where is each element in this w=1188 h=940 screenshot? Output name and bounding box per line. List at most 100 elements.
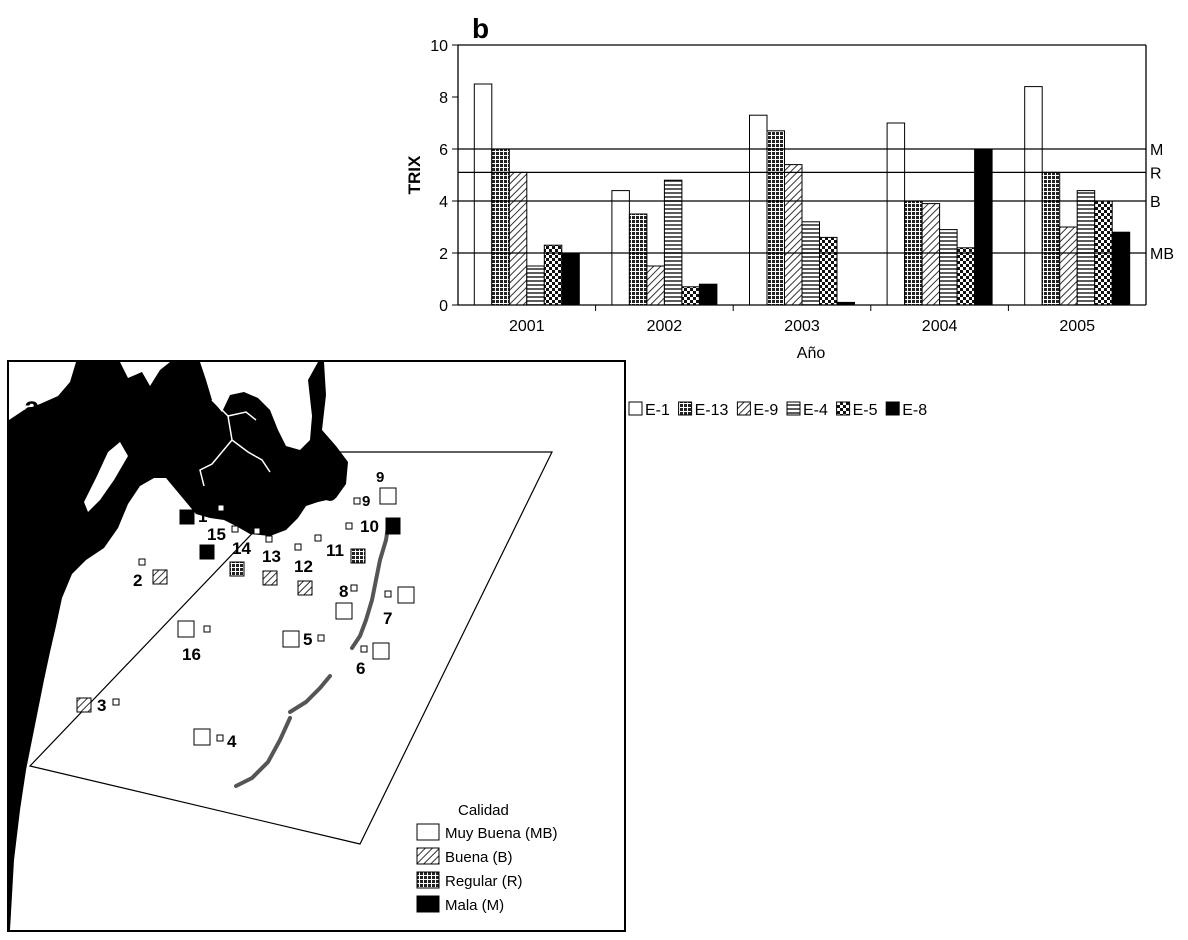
bar-e-4-2004 (939, 229, 958, 306)
stations: 1 15 14 13 12 11 10 (76, 469, 415, 751)
station-16-marker (177, 620, 195, 638)
x-tick-label: 2001 (509, 318, 545, 335)
threshold-label-r: R (1150, 165, 1162, 182)
x-axis-label: Año (797, 345, 826, 362)
chart-axes (457, 44, 1147, 306)
y-tick-label: 10 (430, 38, 448, 55)
legend-swatch-e-9 (736, 401, 751, 416)
station-1-point (217, 504, 225, 512)
chart-ticks: 0 2 4 6 8 10 2001 2002 2003 2004 2005 (430, 38, 1095, 335)
bar-e-9-2001 (508, 171, 528, 306)
bar-e-4-2003 (801, 221, 820, 306)
reef-line (234, 518, 391, 788)
bar-e-5-2004 (956, 247, 976, 306)
station-12-label: 12 (294, 557, 313, 576)
legend-label-buena: Buena (B) (445, 849, 513, 866)
station-16-point (203, 625, 211, 633)
legend-swatch-e-5 (836, 401, 851, 416)
bar-e-13-2003 (766, 130, 785, 306)
station-12-marker (297, 580, 313, 596)
bar-e-13-2005 (1041, 171, 1061, 306)
station-5-point (317, 634, 325, 642)
y-tick-label: 6 (439, 142, 448, 159)
station-15-marker (199, 544, 215, 560)
x-tick-label: 2005 (1059, 318, 1095, 335)
bar-e-9-2002 (646, 265, 665, 306)
chart-bars (473, 83, 1131, 306)
bar-e-1-2001 (473, 83, 493, 306)
station-10-marker (385, 517, 401, 535)
y-tick-label: 0 (439, 298, 448, 315)
y-tick-label: 2 (439, 246, 448, 263)
legend-swatch-e-13 (678, 401, 693, 416)
y-tick-label: 4 (439, 194, 448, 211)
bar-e-1-2003 (749, 114, 768, 306)
y-tick-label: 8 (439, 90, 448, 107)
station-9-label-top: 9 (376, 469, 384, 486)
station-2-point (138, 558, 146, 566)
station-7-marker (397, 586, 415, 604)
bar-e-8-2001 (561, 252, 580, 306)
station-9-point (353, 497, 361, 505)
bar-e-5-2002 (681, 286, 700, 306)
station-3-label: 3 (97, 696, 106, 715)
bar-e-8-2005 (1111, 231, 1131, 306)
bar-e-9-2005 (1059, 226, 1078, 306)
coast-outline (199, 399, 271, 487)
station-4-point (216, 734, 224, 742)
station-5-label: 5 (303, 630, 312, 649)
station-8-label: 8 (339, 582, 348, 601)
legend-swatch-muy-buena (416, 823, 440, 841)
station-7-point (384, 590, 392, 598)
legend-label-mala: Mala (M) (445, 897, 504, 914)
station-14-point (253, 527, 261, 535)
station-11-marker (350, 548, 366, 564)
threshold-label-m: M (1150, 142, 1163, 159)
station-14-marker (229, 561, 245, 577)
station-4-marker (193, 728, 211, 746)
islet (315, 498, 319, 502)
station-1-label: 1 (198, 507, 207, 526)
bar-e-1-2004 (886, 122, 906, 306)
bar-e-4-2005 (1076, 190, 1096, 306)
station-3-point (112, 698, 120, 706)
station-7-label: 7 (383, 609, 392, 628)
bar-e-9-2003 (784, 164, 803, 306)
station-5-marker (282, 630, 300, 648)
y-axis-label: TRIX (405, 155, 424, 194)
legend-label-e-8: E-8 (902, 402, 927, 419)
study-area-outline (28, 451, 553, 845)
map-legend-title: Calidad (458, 802, 509, 819)
land-island (84, 442, 128, 512)
threshold-label-mb: MB (1150, 246, 1174, 263)
trix-bar-chart: b TRIX Año 0 2 4 6 8 10 2001 2002 2003 2004 2005 M… (405, 13, 1174, 362)
threshold-labels: MRB MB (458, 142, 1174, 263)
legend-label-muy-buena: Muy Buena (MB) (445, 825, 558, 842)
station-13-label: 13 (262, 547, 281, 566)
station-4-label: 4 (227, 732, 237, 751)
station-2-marker (152, 569, 168, 585)
station-8-point (350, 584, 358, 592)
legend-label-e-9: E-9 (753, 402, 778, 419)
station-16-label: 16 (182, 645, 201, 664)
station-12-point-b (314, 534, 322, 542)
station-9-marker (379, 487, 397, 505)
station-6-marker (372, 642, 390, 660)
station-6-point (360, 645, 368, 653)
station-11-label: 11 (326, 541, 344, 560)
station-9-label: 9 (362, 493, 370, 510)
station-3-marker (76, 697, 92, 713)
station-1-marker (179, 509, 195, 525)
station-15-label: 15 (207, 525, 226, 544)
bar-e-4-2002 (663, 179, 683, 306)
islet (324, 491, 336, 501)
station-2-label: 2 (133, 571, 142, 590)
station-map: a 1 15 14 13 12 11 (7, 360, 626, 932)
map-legend: Calidad Muy Buena (MB) Buena (B) Regular… (416, 802, 558, 914)
station-13-marker (262, 570, 278, 586)
bar-e-1-2002 (611, 190, 630, 306)
legend-label-e-5: E-5 (853, 402, 878, 419)
chart-panel-label: b (472, 13, 489, 44)
legend-label-e-1: E-1 (645, 402, 670, 419)
bar-e-8-2002 (698, 283, 718, 306)
